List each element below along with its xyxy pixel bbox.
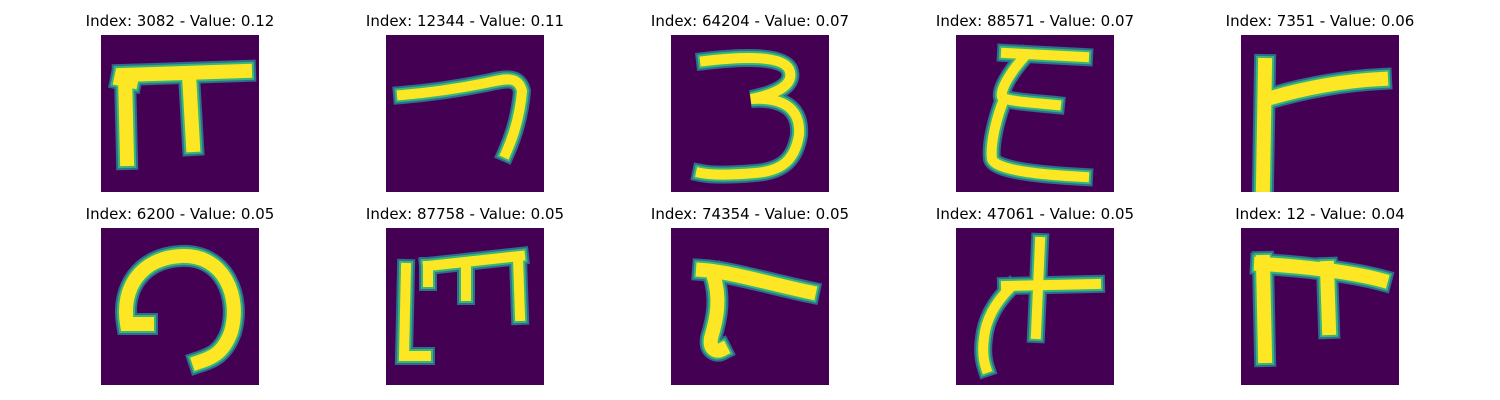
panel-9: Index: 47061 - Value: 0.05 bbox=[935, 205, 1135, 395]
panel-1: Index: 3082 - Value: 0.12 bbox=[80, 12, 280, 202]
panel-3: Index: 64204 - Value: 0.07 bbox=[650, 12, 850, 202]
panel-title: Index: 88571 - Value: 0.07 bbox=[935, 12, 1135, 30]
glyph-image bbox=[956, 35, 1114, 192]
glyph-image bbox=[101, 228, 259, 385]
glyph-image bbox=[386, 35, 544, 192]
glyph-image bbox=[671, 35, 829, 192]
panel-4: Index: 88571 - Value: 0.07 bbox=[935, 12, 1135, 202]
glyph-image bbox=[1241, 228, 1399, 385]
panel-title: Index: 6200 - Value: 0.05 bbox=[85, 205, 275, 223]
glyph-image bbox=[386, 228, 544, 385]
panel-title: Index: 7351 - Value: 0.06 bbox=[1225, 12, 1415, 30]
panel-8: Index: 74354 - Value: 0.05 bbox=[650, 205, 850, 395]
panel-title: Index: 3082 - Value: 0.12 bbox=[85, 12, 275, 30]
glyph-image bbox=[671, 228, 829, 385]
panel-title: Index: 12 - Value: 0.04 bbox=[1235, 205, 1405, 223]
glyph-image bbox=[101, 35, 259, 192]
panel-title: Index: 12344 - Value: 0.11 bbox=[365, 12, 565, 30]
panel-10: Index: 12 - Value: 0.04 bbox=[1220, 205, 1420, 395]
panel-title: Index: 87758 - Value: 0.05 bbox=[365, 205, 565, 223]
panel-2: Index: 12344 - Value: 0.11 bbox=[365, 12, 565, 202]
glyph-image bbox=[956, 228, 1114, 385]
glyph-image bbox=[1241, 35, 1399, 192]
panel-title: Index: 47061 - Value: 0.05 bbox=[935, 205, 1135, 223]
panel-5: Index: 7351 - Value: 0.06 bbox=[1220, 12, 1420, 202]
panel-title: Index: 74354 - Value: 0.05 bbox=[650, 205, 850, 223]
panel-title: Index: 64204 - Value: 0.07 bbox=[650, 12, 850, 30]
panel-7: Index: 87758 - Value: 0.05 bbox=[365, 205, 565, 395]
panel-6: Index: 6200 - Value: 0.05 bbox=[80, 205, 280, 395]
